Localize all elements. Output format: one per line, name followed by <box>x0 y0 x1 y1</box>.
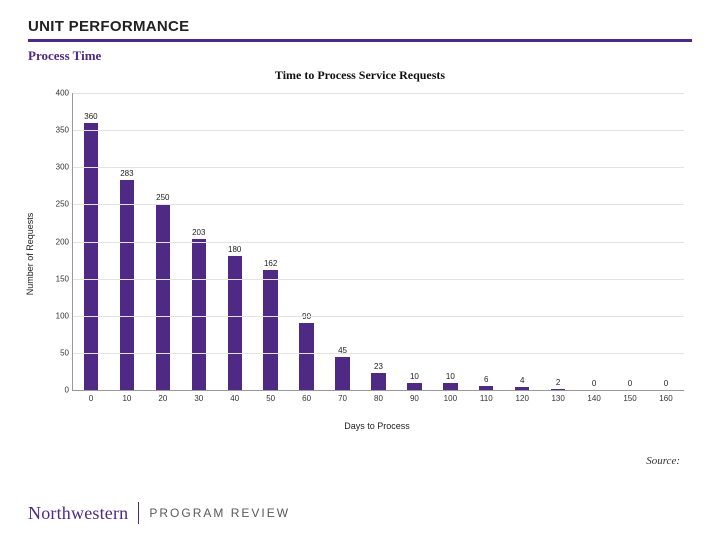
x-tick-label: 120 <box>516 394 529 403</box>
y-tick-label: 50 <box>45 348 69 357</box>
x-tick-label: 70 <box>338 394 347 403</box>
x-axis-label: Days to Process <box>62 421 692 431</box>
plot-area: 3600283102502020330180401625090604570238… <box>72 93 684 391</box>
bar-value-label: 10 <box>446 372 455 381</box>
gridline <box>73 93 684 94</box>
bar <box>443 383 457 390</box>
gridline <box>73 167 684 168</box>
bar <box>407 383 421 390</box>
bar <box>551 389 565 390</box>
x-tick-label: 110 <box>480 394 493 403</box>
bar <box>515 387 529 390</box>
x-tick-label: 160 <box>659 394 672 403</box>
y-tick-label: 250 <box>45 200 69 209</box>
chart: Number of Requests 360028310250202033018… <box>38 89 688 419</box>
bar-value-label: 162 <box>264 259 277 268</box>
gridline <box>73 130 684 131</box>
gridline <box>73 242 684 243</box>
x-tick-label: 140 <box>587 394 600 403</box>
page: UNIT PERFORMANCE Process Time Time to Pr… <box>0 0 720 540</box>
page-subtitle: Process Time <box>28 48 692 64</box>
x-tick-label: 100 <box>444 394 457 403</box>
x-tick-label: 150 <box>623 394 636 403</box>
y-tick-label: 400 <box>45 89 69 98</box>
footer-separator <box>138 502 139 524</box>
bar-value-label: 2 <box>556 378 560 387</box>
bar-value-label: 10 <box>410 372 419 381</box>
source-label: Source: <box>28 455 692 467</box>
gridline <box>73 204 684 205</box>
x-tick-label: 40 <box>230 394 239 403</box>
gridline <box>73 316 684 317</box>
bar <box>479 386 493 390</box>
bar <box>120 180 134 390</box>
x-tick-label: 130 <box>551 394 564 403</box>
bar <box>335 357 349 390</box>
bar-value-label: 250 <box>156 193 169 202</box>
bar-value-label: 0 <box>592 379 596 388</box>
x-tick-label: 10 <box>122 394 131 403</box>
bar <box>228 256 242 390</box>
title-rule <box>28 39 692 42</box>
bar <box>371 373 385 390</box>
x-tick-label: 20 <box>158 394 167 403</box>
page-title: UNIT PERFORMANCE <box>28 18 692 35</box>
bar-value-label: 4 <box>520 376 524 385</box>
footer: Northwestern PROGRAM REVIEW <box>28 502 290 524</box>
chart-title: Time to Process Service Requests <box>28 68 692 83</box>
bar <box>299 323 313 390</box>
bar-value-label: 203 <box>192 228 205 237</box>
y-tick-label: 350 <box>45 126 69 135</box>
bar <box>263 270 277 390</box>
bar-value-label: 23 <box>374 362 383 371</box>
y-tick-label: 200 <box>45 237 69 246</box>
bar-value-label: 283 <box>120 169 133 178</box>
y-tick-label: 0 <box>45 386 69 395</box>
y-axis-label: Number of Requests <box>25 213 35 296</box>
y-tick-label: 100 <box>45 311 69 320</box>
x-tick-label: 0 <box>89 394 93 403</box>
brand-wordmark: Northwestern <box>28 503 128 524</box>
bar <box>192 239 206 390</box>
program-label: PROGRAM REVIEW <box>149 506 290 520</box>
x-tick-label: 60 <box>302 394 311 403</box>
bar-value-label: 180 <box>228 245 241 254</box>
gridline <box>73 353 684 354</box>
x-tick-label: 90 <box>410 394 419 403</box>
gridline <box>73 279 684 280</box>
bar-value-label: 0 <box>628 379 632 388</box>
bar-value-label: 0 <box>664 379 668 388</box>
x-tick-label: 50 <box>266 394 275 403</box>
x-tick-label: 30 <box>194 394 203 403</box>
x-tick-label: 80 <box>374 394 383 403</box>
bar <box>156 204 170 390</box>
bar-value-label: 6 <box>484 375 488 384</box>
bar <box>84 123 98 390</box>
y-tick-label: 300 <box>45 163 69 172</box>
bar-value-label: 360 <box>84 112 97 121</box>
y-tick-label: 150 <box>45 274 69 283</box>
